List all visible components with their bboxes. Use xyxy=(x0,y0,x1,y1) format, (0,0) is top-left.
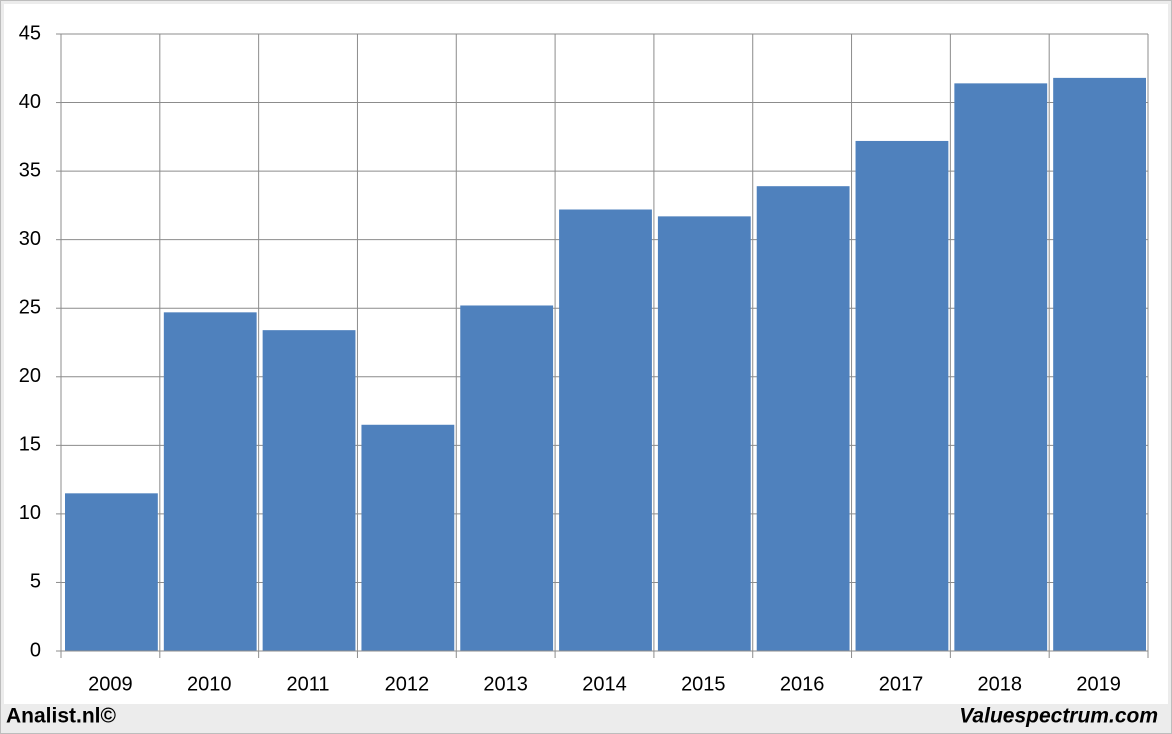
x-tick-label: 2010 xyxy=(187,673,232,695)
x-tick-label: 2013 xyxy=(483,673,528,695)
footer-left: Analist.nl© xyxy=(6,705,117,728)
y-tick-label: 40 xyxy=(19,91,41,113)
bar xyxy=(559,209,652,651)
x-tick-label: 2016 xyxy=(780,673,825,695)
x-tick-label: 2015 xyxy=(681,673,726,695)
x-tick-label: 2018 xyxy=(978,673,1023,695)
y-tick-label: 45 xyxy=(19,22,41,44)
footer-right: Valuespectrum.com xyxy=(959,705,1158,728)
bar xyxy=(262,330,356,651)
y-tick-label: 5 xyxy=(30,571,41,593)
x-tick-label: 2011 xyxy=(287,673,330,695)
x-tick-label: 2014 xyxy=(582,673,627,695)
x-tick-label: 2017 xyxy=(879,673,924,695)
bar xyxy=(1053,77,1146,652)
x-tick-label: 2012 xyxy=(385,673,430,695)
y-tick-label: 0 xyxy=(30,639,41,661)
bar xyxy=(65,493,158,651)
y-tick-label: 15 xyxy=(19,434,41,456)
bar xyxy=(361,424,455,651)
x-tick-label: 2009 xyxy=(88,673,133,695)
y-tick-label: 10 xyxy=(19,502,41,524)
y-tick-label: 20 xyxy=(19,365,41,387)
bar xyxy=(460,305,554,651)
bar xyxy=(954,83,1048,652)
bar xyxy=(657,216,751,651)
y-tick-label: 25 xyxy=(19,297,41,319)
y-tick-label: 35 xyxy=(19,159,41,181)
bar xyxy=(163,312,257,651)
y-tick-label: 30 xyxy=(19,228,41,250)
x-tick-label: 2019 xyxy=(1076,673,1121,695)
bar xyxy=(855,140,949,652)
bar xyxy=(756,186,850,651)
